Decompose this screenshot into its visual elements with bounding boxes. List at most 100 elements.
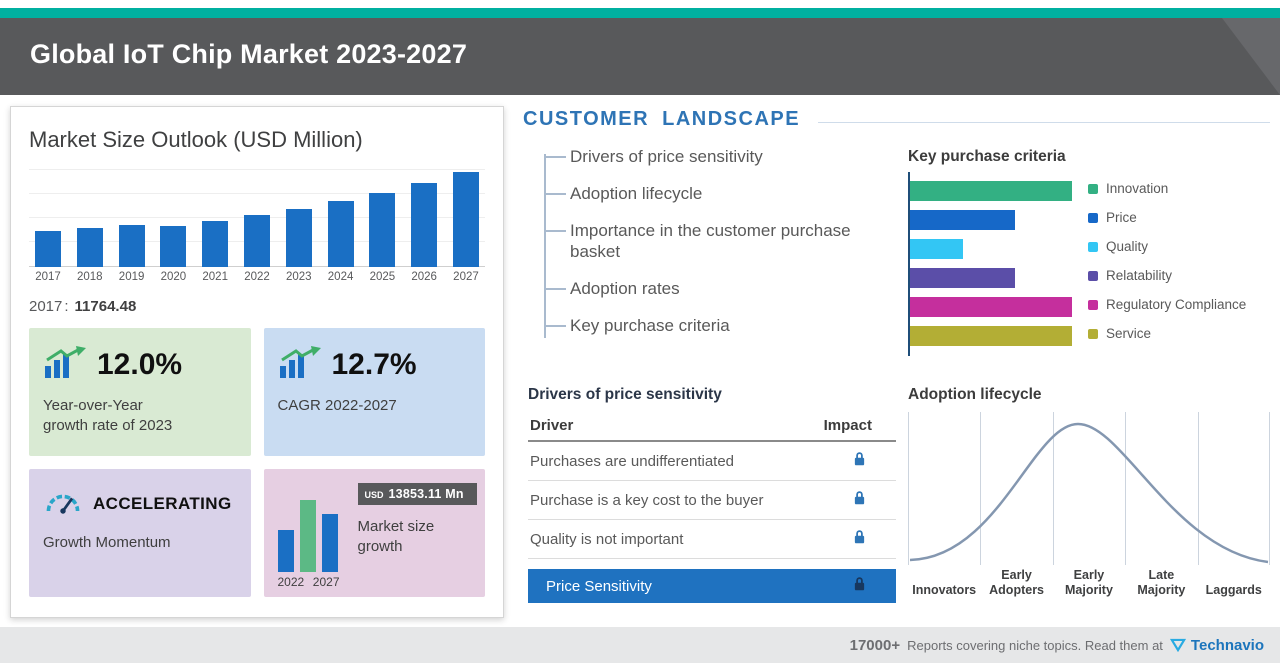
cagr-value: 12.7% <box>331 347 417 381</box>
legend-swatch-icon <box>1088 183 1098 194</box>
driver-impact-lock <box>853 490 866 510</box>
base-year-separator: : <box>64 298 69 315</box>
momentum-top: ACCELERATING <box>43 487 237 520</box>
legend-swatch-icon <box>1088 241 1098 252</box>
key-purchase-bar <box>910 238 963 259</box>
key-purchase-bar-row <box>910 263 1072 292</box>
adoption-lifecycle-title: Adoption lifecycle <box>908 386 1042 403</box>
legend-item: Innovation <box>1088 174 1246 203</box>
legend-item: Service <box>1088 319 1246 348</box>
price-sensitivity-rows: Purchases are undifferentiated Purchase i… <box>528 442 896 559</box>
market-bar-year-label: 2019 <box>118 271 145 283</box>
market-size-bar <box>76 228 103 267</box>
growth-bars-arrow-icon <box>43 346 87 383</box>
base-year-value-line: 2017:11764.48 <box>29 298 485 315</box>
market-bar-year-label: 2025 <box>369 271 396 283</box>
momentum-value: ACCELERATING <box>93 493 232 513</box>
technavio-wordmark: Technavio <box>1190 636 1264 654</box>
badge-value: 13853.11 Mn <box>388 487 464 501</box>
market-size-bar <box>369 193 396 267</box>
mini-year-start: 2022 <box>277 575 305 589</box>
market-growth-badge: USD 13853.11 Mn <box>357 483 477 505</box>
speedometer-icon <box>43 487 83 520</box>
legend-label: Relatability <box>1106 268 1173 283</box>
market-size-bar <box>243 214 270 267</box>
column-header-impact: Impact <box>823 416 872 434</box>
customer-landscape-title: CUSTOMER LANDSCAPE <box>523 108 801 130</box>
driver-impact-lock <box>853 451 866 471</box>
growth-mini-bars <box>277 498 340 572</box>
customer-landscape-item: Adoption rates <box>528 278 896 300</box>
key-purchase-bar <box>910 296 1072 317</box>
market-bar-column: 2024 <box>322 169 360 285</box>
adoption-stage-label: Early Majority <box>1065 568 1113 598</box>
driver-impact-lock <box>853 529 866 549</box>
market-size-bar <box>285 208 312 267</box>
technavio-logo[interactable]: Technavio <box>1169 636 1264 654</box>
key-purchase-chart: Innovation Price Quality Relatability Regula… <box>908 172 1270 358</box>
legend-item: Price <box>1088 203 1246 232</box>
adoption-stage-label: Innovators <box>912 583 977 598</box>
yoy-growth-label-line2: growth rate of 2023 <box>43 417 173 435</box>
mini-bar-2022 <box>277 530 294 572</box>
cagr-card: 12.7% CAGR 2022-2027 <box>263 328 485 456</box>
header-fold-decoration <box>1222 18 1280 95</box>
market-bar-year-label: 2018 <box>77 271 103 283</box>
chart-gridline <box>29 169 485 170</box>
market-growth-label: Market size growth <box>357 518 435 555</box>
customer-landscape-item: Drivers of price sensitivity <box>528 146 896 168</box>
driver-row: Purchases are undifferentiated <box>528 442 896 481</box>
lock-icon <box>854 577 865 591</box>
legend-swatch-icon <box>1088 212 1098 223</box>
key-purchase-bar <box>910 267 1015 288</box>
market-bar-column: 2019 <box>113 169 151 285</box>
momentum-label: Growth Momentum <box>43 534 171 551</box>
adoption-stage-label: Laggards <box>1205 583 1262 598</box>
driver-label: Purchases are undifferentiated <box>530 452 735 470</box>
legend-item: Relatability <box>1088 261 1246 290</box>
market-bar-year-label: 2023 <box>285 271 312 283</box>
header: Global IoT Chip Market 2023-2027 <box>0 18 1280 95</box>
adoption-stage-label: Early Adopters <box>989 568 1045 598</box>
footer-text: Reports covering niche topics. Read them… <box>907 637 1163 653</box>
market-size-bar <box>202 221 229 267</box>
legend-swatch-icon <box>1088 328 1098 339</box>
customer-landscape-heading-row: CUSTOMER LANDSCAPE <box>523 108 1270 131</box>
market-bar-column: 2020 <box>154 169 192 285</box>
timeline-vertical-line <box>544 154 546 338</box>
market-bar-column: 2023 <box>280 169 318 285</box>
market-size-bar <box>411 183 438 267</box>
adoption-gridline <box>908 412 909 565</box>
market-size-growth-card: 2022 2027 USD 13853.11 Mn Market size gr… <box>263 469 485 597</box>
growth-bars-arrow-icon <box>278 346 322 383</box>
key-purchase-title: Key purchase criteria <box>908 148 1066 165</box>
customer-landscape-list: Drivers of price sensitivity Adoption lif… <box>528 146 896 352</box>
yoy-growth-card: 12.0% Year-over-Year growth rate of 2023 <box>29 328 251 456</box>
legend-label: Regulatory Compliance <box>1106 297 1247 312</box>
key-purchase-bars <box>910 176 1072 350</box>
market-size-bar <box>160 225 187 267</box>
legend-swatch-icon <box>1088 299 1098 310</box>
market-bar-column: 2027 <box>447 169 485 285</box>
lock-icon <box>854 452 865 466</box>
price-sensitivity-title: Drivers of price sensitivity <box>528 386 722 403</box>
accent-stripe <box>0 8 1280 18</box>
adoption-gridline <box>980 412 982 565</box>
market-size-bar <box>327 201 354 267</box>
price-sensitivity-highlight-row: Price Sensitivity <box>528 569 896 603</box>
chart-gridline <box>29 193 485 194</box>
column-header-driver: Driver <box>530 416 574 434</box>
lock-icon <box>854 530 865 544</box>
legend-label: Price <box>1106 210 1137 225</box>
legend-item: Regulatory Compliance <box>1088 290 1246 319</box>
adoption-gridline <box>1197 412 1199 565</box>
heading-rule <box>818 121 1270 123</box>
driver-row: Quality is not important <box>528 520 896 559</box>
key-purchase-bar-row <box>910 205 1072 234</box>
customer-landscape-item: Importance in the customer purchase bask… <box>528 220 896 264</box>
market-size-bar <box>452 172 479 267</box>
mini-year-end: 2027 <box>312 575 340 589</box>
market-bar-year-label: 2022 <box>244 271 270 283</box>
key-purchase-bar <box>910 209 1015 230</box>
